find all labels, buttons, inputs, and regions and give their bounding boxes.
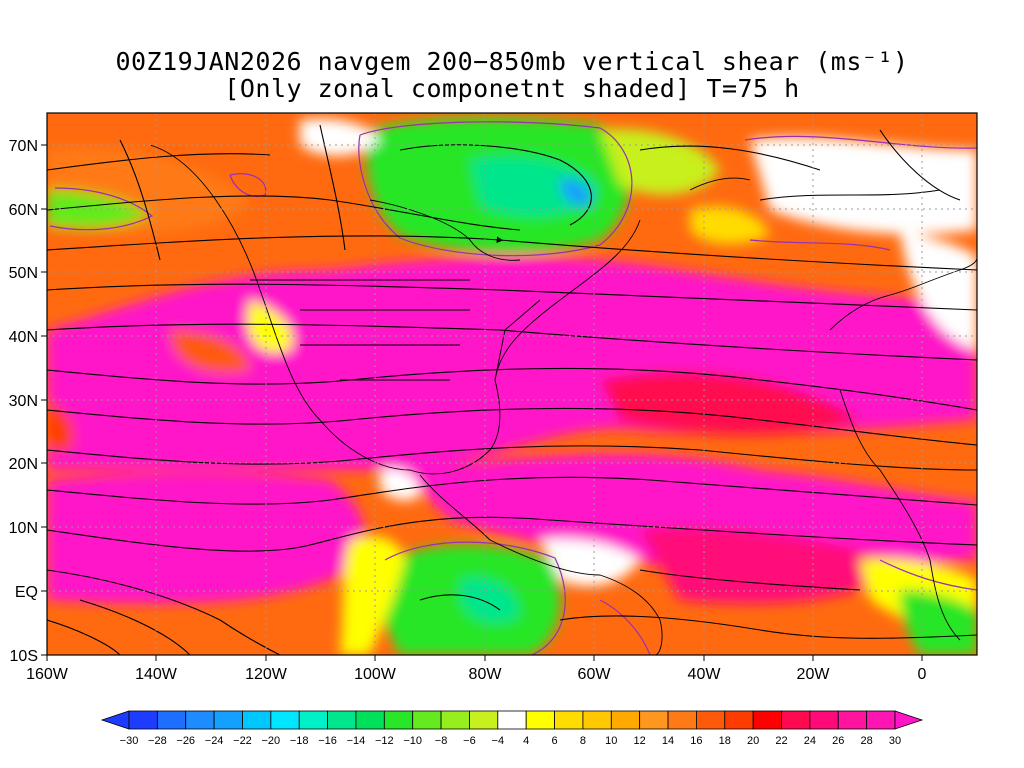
- lon-label: 80W: [469, 666, 503, 683]
- lon-label: 140W: [135, 666, 178, 683]
- latitude-axis: 70N 60N 50N 40N 30N 20N 10N EQ 10S: [9, 138, 47, 665]
- colorbar-left-arrow: [100, 710, 130, 730]
- colorbar-box: [383, 710, 414, 730]
- colorbar-tick-label: 8: [580, 735, 586, 747]
- colorbar-tick-label: −26: [176, 735, 195, 747]
- lat-label: 30N: [9, 393, 38, 410]
- lon-label: 0: [918, 666, 927, 683]
- colorbar-box: [724, 710, 754, 730]
- dotted-gridlines: [47, 113, 977, 655]
- colorbar-box: [752, 710, 782, 730]
- colorbar-tick-label: 24: [804, 735, 816, 747]
- colorbar-box: [440, 710, 470, 730]
- colorbar-box: [781, 710, 811, 730]
- colorbar-tick-label: −4: [492, 735, 505, 747]
- colorbar-tick-label: 28: [861, 735, 873, 747]
- map-title-line-1: 00Z19JAN2026 navgem 200−850mb vertical s…: [115, 47, 909, 76]
- colorbar-tick-label: −14: [347, 735, 366, 747]
- colorbar-box: [270, 710, 300, 730]
- colorbar-box: [525, 710, 555, 730]
- coastlines: [149, 144, 977, 655]
- shaded-shear-field: [47, 113, 977, 655]
- colorbar-boxes: [100, 710, 924, 730]
- colorbar-tick-label: 14: [662, 735, 674, 747]
- colorbar-tick-label: 4: [523, 735, 529, 747]
- lon-label: 60W: [578, 666, 612, 683]
- lat-label: 20N: [9, 456, 38, 473]
- colorbar-tick-label: 18: [719, 735, 731, 747]
- map-frame: [46, 112, 978, 656]
- colorbar: −30 −28 −26 −24 −22 −20 −18 −16 −14 −12 −10 −8 −6 −4 4…: [100, 710, 924, 747]
- colorbar-tick-label: −30: [120, 735, 139, 747]
- lon-label: 100W: [354, 666, 397, 683]
- colorbar-box: [497, 710, 527, 730]
- colorbar-box: [667, 710, 697, 730]
- colorbar-tick-label: 20: [747, 735, 759, 747]
- lat-label: 10S: [10, 648, 38, 665]
- colorbar-tick-label: 30: [889, 735, 901, 747]
- colorbar-tick-label: −20: [262, 735, 281, 747]
- colorbar-box: [412, 710, 442, 730]
- colorbar-box: [809, 710, 839, 730]
- colorbar-box: [554, 710, 584, 730]
- colorbar-tick-label: 10: [605, 735, 617, 747]
- colorbar-labels: −30 −28 −26 −24 −22 −20 −18 −16 −14 −12 −10 −8 −6 −4 4…: [120, 735, 901, 747]
- colorbar-box: [696, 710, 726, 730]
- colorbar-tick-label: 22: [775, 735, 787, 747]
- colorbar-box: [837, 710, 868, 730]
- lat-label: 70N: [9, 138, 38, 155]
- lon-label: 40W: [688, 666, 722, 683]
- colorbar-right-arrow: [894, 710, 924, 730]
- colorbar-tick-label: −28: [148, 735, 167, 747]
- lon-label: 20W: [797, 666, 831, 683]
- colorbar-box: [582, 710, 612, 730]
- colorbar-box: [610, 710, 641, 730]
- lon-label: 120W: [245, 666, 288, 683]
- colorbar-tick-label: 16: [690, 735, 702, 747]
- colorbar-box: [156, 710, 187, 730]
- colorbar-tick-label: −10: [403, 735, 422, 747]
- colorbar-tick-label: 12: [634, 735, 646, 747]
- lat-label: 50N: [9, 265, 38, 282]
- colorbar-tick-label: −12: [375, 735, 394, 747]
- longitude-axis: 160W 140W 120W 100W 80W 60W 40W 20W 0: [26, 655, 927, 683]
- colorbar-box: [185, 710, 215, 730]
- lon-label: 160W: [26, 666, 69, 683]
- map-title-line-2: [Only zonal componetnt shaded] T=75 h: [224, 74, 800, 103]
- lat-label: 60N: [9, 202, 38, 219]
- colorbar-tick-label: −18: [290, 735, 309, 747]
- colorbar-tick-label: −8: [435, 735, 448, 747]
- lat-label: EQ: [15, 584, 38, 601]
- streamlines: [47, 124, 977, 655]
- purple-contour-lines: [49, 121, 977, 655]
- colorbar-box: [327, 710, 357, 730]
- colorbar-tick-label: −16: [318, 735, 337, 747]
- colorbar-box: [298, 710, 328, 730]
- colorbar-box: [213, 710, 243, 730]
- colorbar-tick-label: −6: [463, 735, 476, 747]
- colorbar-tick-label: −24: [205, 735, 224, 747]
- colorbar-box: [639, 710, 669, 730]
- colorbar-box: [242, 710, 272, 730]
- colorbar-tick-label: 26: [832, 735, 844, 747]
- colorbar-box: [866, 710, 896, 730]
- colorbar-box: [128, 710, 158, 730]
- colorbar-box: [469, 710, 499, 730]
- colorbar-tick-label: 6: [551, 735, 557, 747]
- lat-label: 40N: [9, 329, 38, 346]
- colorbar-tick-label: −22: [233, 735, 252, 747]
- colorbar-box: [355, 710, 385, 730]
- lat-label: 10N: [9, 520, 38, 537]
